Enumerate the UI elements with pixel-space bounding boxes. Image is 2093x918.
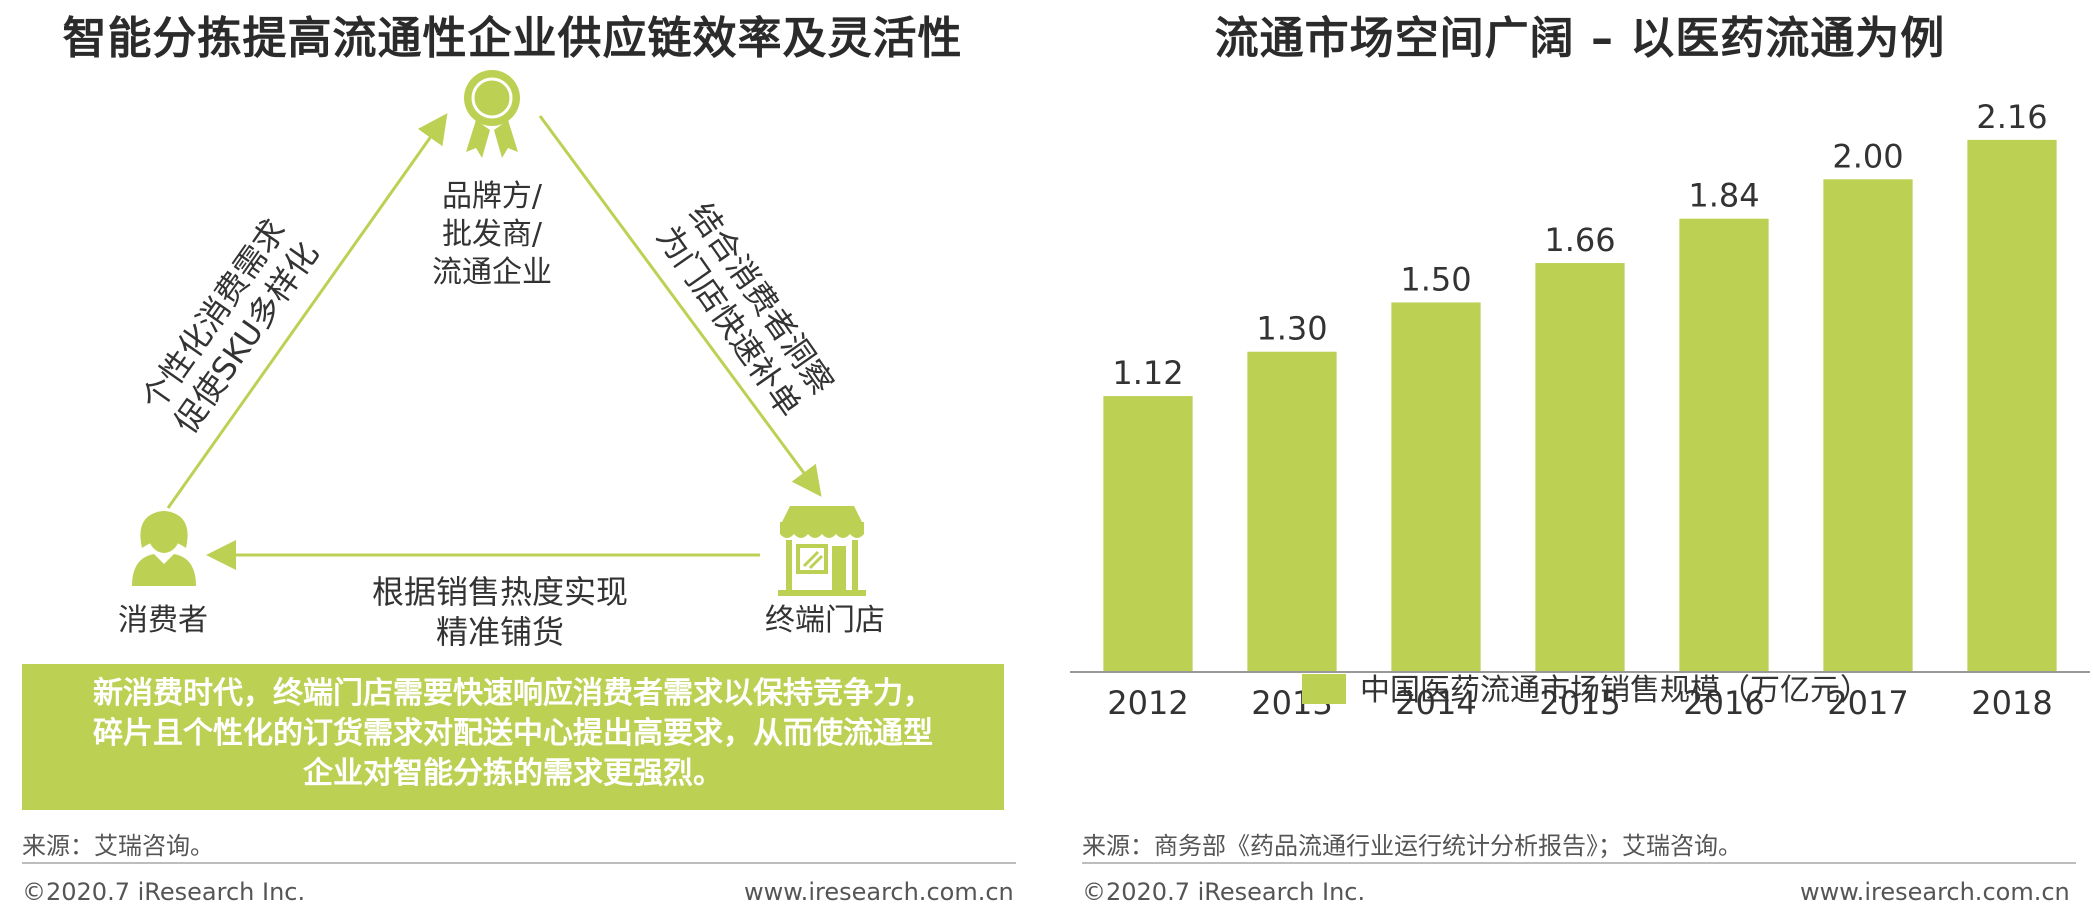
left-divider bbox=[22, 862, 1016, 864]
bar-2015 bbox=[1535, 263, 1625, 672]
legend-label: 中国医药流通市场销售规模（万亿元） bbox=[1360, 673, 1870, 708]
x-tick-2015: 2015 bbox=[1539, 684, 1620, 722]
right-footer-copyright: ©2020.7 iResearch Inc. bbox=[1082, 878, 1366, 906]
x-tick-2018: 2018 bbox=[1971, 684, 2052, 722]
x-tick-2014: 2014 bbox=[1395, 684, 1476, 722]
left-source: 来源：艾瑞咨询。 bbox=[22, 832, 214, 860]
bar-2012 bbox=[1103, 396, 1193, 672]
bar-2014 bbox=[1391, 302, 1481, 672]
right-divider bbox=[1082, 862, 2076, 864]
data-label-2018: 2.16 bbox=[1976, 98, 2047, 136]
data-label-2016: 1.84 bbox=[1688, 177, 1759, 215]
data-label-2015: 1.66 bbox=[1544, 221, 1615, 259]
x-tick-2016: 2016 bbox=[1683, 684, 1764, 722]
bar-2017 bbox=[1823, 179, 1913, 672]
edge-label-bottom: 根据销售热度实现 精准铺货 bbox=[371, 573, 628, 651]
right-title: 流通市场空间广阔 – 以医药流通为例 bbox=[1214, 13, 1946, 64]
callout-box: 新消费时代，终端门店需要快速响应消费者需求以保持竞争力， 碎片且个性化的订货需求… bbox=[22, 664, 1004, 810]
data-label-2013: 1.30 bbox=[1256, 310, 1327, 348]
left-footer-url[interactable]: www.iresearch.com.cn bbox=[744, 878, 1014, 906]
node-store-label: 终端门店 bbox=[765, 603, 885, 638]
triangle-diagram bbox=[132, 70, 866, 596]
bar-chart: 1.1220121.3020131.5020141.6620151.842016… bbox=[1070, 98, 2090, 722]
node-brand-label: 品牌方/ 批发商/ 流通企业 bbox=[432, 179, 552, 290]
left-footer-copyright: ©2020.7 iResearch Inc. bbox=[22, 878, 306, 906]
storefront-icon bbox=[778, 506, 866, 596]
right-source: 来源：商务部《药品流通行业运行统计分析报告》；艾瑞咨询。 bbox=[1082, 832, 1742, 860]
x-tick-2012: 2012 bbox=[1107, 684, 1188, 722]
data-label-2012: 1.12 bbox=[1112, 354, 1183, 392]
right-footer-url[interactable]: www.iresearch.com.cn bbox=[1800, 878, 2070, 906]
node-consumer-label: 消费者 bbox=[118, 603, 208, 638]
data-label-2017: 2.00 bbox=[1832, 137, 1903, 175]
person-icon bbox=[132, 511, 196, 586]
arrow-brand-to-store bbox=[538, 115, 822, 497]
bar-2013 bbox=[1247, 351, 1337, 672]
data-label-2014: 1.50 bbox=[1400, 260, 1471, 298]
award-ribbon-icon bbox=[464, 70, 520, 158]
bar-2016 bbox=[1679, 218, 1769, 672]
arrow-consumer-to-brand bbox=[166, 113, 448, 509]
legend-swatch bbox=[1302, 674, 1346, 704]
left-title: 智能分拣提高流通性企业供应链效率及灵活性 bbox=[62, 13, 963, 64]
bar-2018 bbox=[1967, 139, 2057, 672]
x-tick-2017: 2017 bbox=[1827, 684, 1908, 722]
